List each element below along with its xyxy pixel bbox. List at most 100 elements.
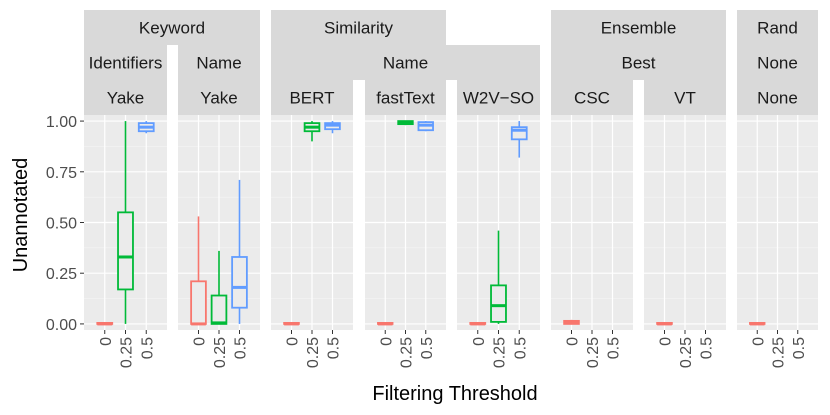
boxplot-1-0.25 xyxy=(210,250,228,325)
x-tick-label: 0.25 xyxy=(119,337,136,368)
strip-keyword-bg xyxy=(84,10,260,45)
strip-panel-6-bg xyxy=(644,80,726,115)
box-iqr xyxy=(231,256,248,309)
strip-best-bg xyxy=(551,45,726,80)
boxplot-1-0 xyxy=(190,216,207,326)
strip-panel-7: None xyxy=(737,80,818,115)
strip-name: Name xyxy=(271,45,540,80)
strip-panel-0-bg xyxy=(84,80,167,115)
strip-rand-bg xyxy=(737,10,818,45)
box-iqr xyxy=(190,280,207,325)
x-tick-label: 0.5 xyxy=(606,337,623,359)
strip-none-bg xyxy=(737,45,818,80)
x-tick-label: 0.25 xyxy=(678,337,695,368)
strip-panel-0: Yake xyxy=(84,80,167,115)
strip-panel-4: W2V−SO xyxy=(457,80,540,115)
strip-panel-3-label: fastText xyxy=(376,89,435,108)
x-tick-label: 0.5 xyxy=(419,337,436,359)
strip-rand-label: Rand xyxy=(757,19,798,38)
facet-strips-level2: Identifiers Name Name Best None xyxy=(84,45,818,80)
strip-keyword: Keyword xyxy=(84,10,260,45)
strip-name-label: Name xyxy=(196,54,241,73)
x-tick-label: 0.25 xyxy=(399,337,416,368)
x-tick-label: 0.5 xyxy=(699,337,716,359)
x-tick-label: 0 xyxy=(378,337,395,346)
strip-panel-7-bg xyxy=(737,80,818,115)
strip-panel-5-bg xyxy=(551,80,633,115)
x-tick-label: 0.25 xyxy=(305,337,322,368)
x-tick-label: 0 xyxy=(285,337,302,346)
strip-name-bg xyxy=(178,45,260,80)
y-tick-label: 0.75 xyxy=(46,165,77,182)
facet-panel-7: None 0 0.25 0.5 xyxy=(737,80,818,368)
x-tick-label: 0.5 xyxy=(512,337,529,359)
x-tick-label: 0.25 xyxy=(492,337,509,368)
strip-none-label: None xyxy=(757,54,798,73)
boxplot-7-0 xyxy=(749,322,766,326)
x-tick-label: 0 xyxy=(565,337,582,346)
boxplot-1-0.5 xyxy=(231,179,248,324)
strip-keyword-label: Keyword xyxy=(139,19,205,38)
boxplot-2-0.25 xyxy=(303,121,321,142)
x-tick-label: 0 xyxy=(471,337,488,346)
strip-ensemble-bg xyxy=(551,10,726,45)
strip-panel-1: Yake xyxy=(178,80,260,115)
strip-panel-7-label: None xyxy=(757,89,798,108)
x-tick-label: 0.25 xyxy=(212,337,229,368)
strip-ensemble-label: Ensemble xyxy=(601,19,677,38)
y-axis-title: Unannotated xyxy=(10,158,32,273)
facet-panel-4: W2V−SO 0 0.25 0.5 xyxy=(457,80,540,368)
boxplot-2-0 xyxy=(283,322,300,326)
boxplot-6-0 xyxy=(656,322,673,326)
boxplot-3-0.5 xyxy=(417,121,434,132)
y-tick-label: 0.00 xyxy=(46,317,77,334)
box-iqr xyxy=(117,211,134,291)
facet-strips-level1: Keyword Similarity Ensemble Rand xyxy=(84,10,818,45)
boxplot-5-0 xyxy=(563,319,580,325)
strip-none: None xyxy=(737,45,818,80)
x-tick-label: 0.5 xyxy=(326,337,343,359)
box-iqr xyxy=(490,284,507,323)
box-iqr xyxy=(210,294,228,325)
boxplot-0-0.25 xyxy=(117,121,134,324)
boxplot-4-0.5 xyxy=(510,121,528,158)
x-tick-label: 0.5 xyxy=(139,337,156,359)
strip-panel-5: CSC xyxy=(551,80,633,115)
strip-panel-2-label: BERT xyxy=(289,89,334,108)
strip-panel-6: VT xyxy=(644,80,726,115)
strip-similarity-bg xyxy=(271,10,446,45)
boxplot-0-0.5 xyxy=(137,121,155,134)
strip-best: Best xyxy=(551,45,726,80)
strip-panel-3-bg xyxy=(365,80,446,115)
boxplot-2-0.5 xyxy=(324,121,341,134)
x-tick-label: 0 xyxy=(98,337,115,346)
strip-panel-4-label: W2V−SO xyxy=(463,89,534,108)
x-tick-label: 0 xyxy=(658,337,675,346)
facet-panel-2: BERT 0 0.25 0.5 xyxy=(271,80,353,368)
strip-rand: Rand xyxy=(737,10,818,45)
strip-name-label: Name xyxy=(383,54,428,73)
x-tick-label: 0.25 xyxy=(585,337,602,368)
strip-name: Name xyxy=(178,45,260,80)
boxplot-0-0 xyxy=(96,322,114,326)
strip-panel-3: fastText xyxy=(365,80,446,115)
boxplot-4-0.25 xyxy=(490,230,507,324)
strip-panel-2-bg xyxy=(271,80,353,115)
strip-similarity: Similarity xyxy=(271,10,446,45)
strip-panel-0-label: Yake xyxy=(107,89,145,108)
x-tick-label: 0 xyxy=(750,337,767,346)
x-tick-label: 0.5 xyxy=(791,337,808,359)
strip-panel-1-label: Yake xyxy=(200,89,238,108)
strip-similarity-label: Similarity xyxy=(324,19,393,38)
y-tick-label: 0.50 xyxy=(46,216,77,233)
x-tick-label: 0.25 xyxy=(771,337,788,368)
strip-best-label: Best xyxy=(621,54,655,73)
boxplot-4-0 xyxy=(469,322,487,326)
y-tick-label: 1.00 xyxy=(46,114,77,131)
facet-panel-5: CSC 0 0.25 0.5 xyxy=(551,80,633,368)
strip-identifiers-bg xyxy=(84,45,167,80)
boxplot-3-0.25 xyxy=(397,120,414,126)
y-axis: 0.00 0.25 0.50 0.75 1.00 xyxy=(46,114,84,334)
